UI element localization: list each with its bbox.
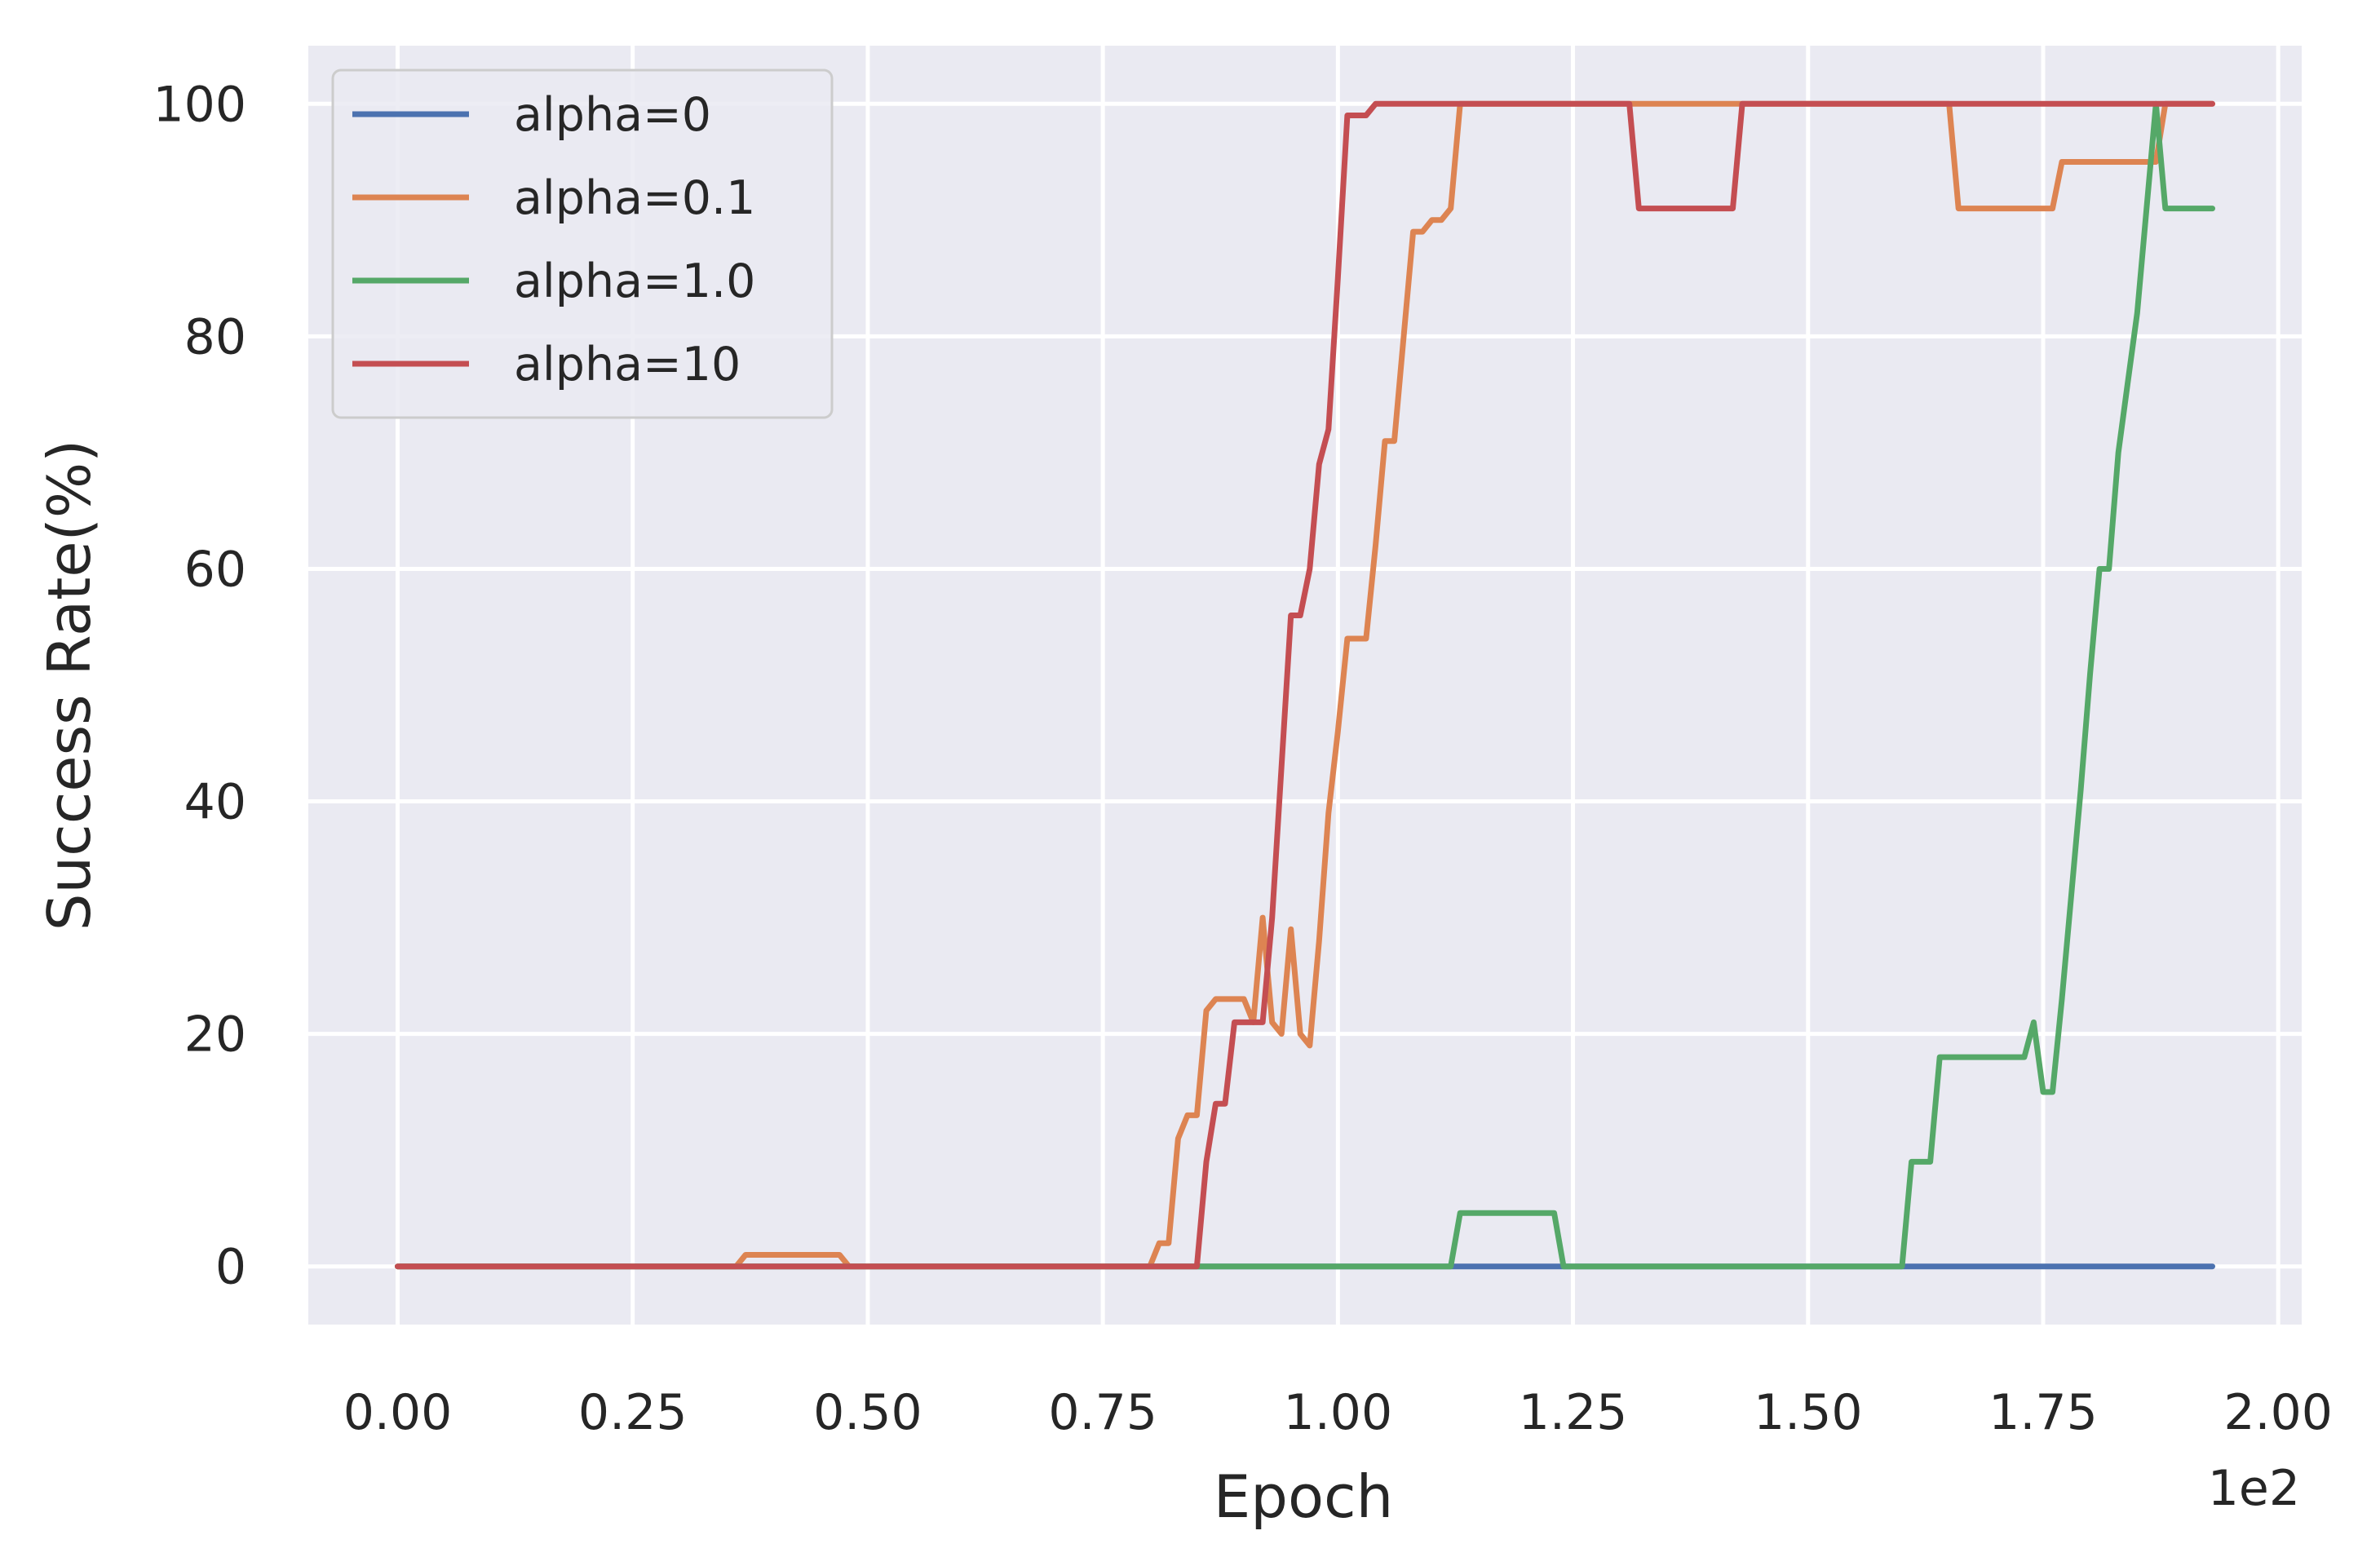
- x-tick-label: 1.75: [1988, 1384, 2098, 1441]
- x-tick-label: 1.25: [1519, 1384, 1628, 1441]
- legend: alpha=0 alpha=0.1 alpha=1.0 alpha=10: [331, 69, 834, 419]
- y-tick-label: 40: [184, 774, 246, 831]
- y-tick-labels: 0 20 40 60 80 100: [153, 76, 246, 1295]
- x-tick-label: 1.00: [1284, 1384, 1393, 1441]
- x-tick-labels: 0.00 0.25 0.50 0.75 1.00 1.25 1.50 1.75 2.00: [343, 1384, 2333, 1441]
- y-tick-label: 0: [215, 1239, 246, 1296]
- legend-label-2: alpha=1.0: [514, 254, 755, 308]
- x-tick-label: 0.50: [813, 1384, 922, 1441]
- y-axis-label: Success Rate(%): [35, 440, 104, 931]
- legend-label-0: alpha=0: [514, 88, 711, 142]
- legend-frame: [331, 69, 834, 419]
- series-line-3: [395, 100, 2215, 1270]
- legend-label-3: alpha=10: [514, 338, 741, 392]
- x-tick-label: 0.75: [1048, 1384, 1157, 1441]
- series-lines: [395, 100, 2215, 1270]
- y-tick-label: 60: [184, 541, 246, 598]
- x-tick-label: 2.00: [2223, 1384, 2333, 1441]
- x-tick-label: 0.00: [343, 1384, 453, 1441]
- legend-label-1: alpha=0.1: [514, 171, 755, 225]
- y-tick-label: 100: [153, 76, 246, 133]
- x-tick-label: 0.25: [578, 1384, 688, 1441]
- x-tick-label: 1.50: [1754, 1384, 1863, 1441]
- x-axis-label: Epoch: [1214, 1462, 1393, 1531]
- x-axis-offset-text: 1e2: [2208, 1460, 2300, 1517]
- y-tick-label: 80: [184, 308, 246, 365]
- y-tick-label: 20: [184, 1006, 246, 1064]
- series-line-2: [395, 100, 2215, 1270]
